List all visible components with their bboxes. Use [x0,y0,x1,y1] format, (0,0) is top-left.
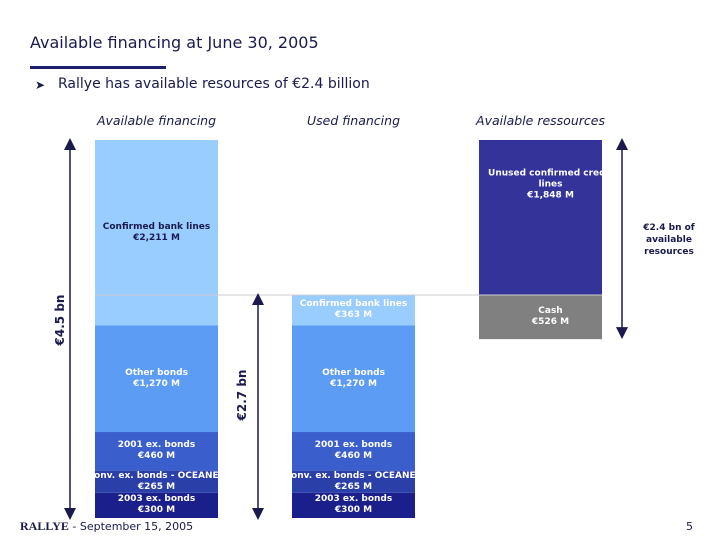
footer: RALLYE - September 15, 2005 [20,519,193,534]
segment-name: 2001 ex. bonds [314,440,393,451]
segment-name: Other bonds [125,367,188,378]
segment-label: Confirmed bank lines €2,211 M [85,222,228,244]
segment [292,492,415,518]
column-header: Used financing [306,113,401,128]
segment-label: Cash €526 M [479,306,622,328]
segment [292,295,415,326]
column-header: Available financing [96,113,217,128]
segment-label: 2003 ex. bonds €300 M [282,494,425,516]
segment [95,325,218,433]
segment-value: €1,270 M [133,378,180,389]
segment [95,492,218,518]
segment-label: 2001 ex. bonds €460 M [282,440,425,462]
title-rule [30,66,166,69]
footer-brand: RALLYE [20,519,69,533]
segment-label: 2003 ex. bonds €300 M [85,494,228,516]
segment-label: Other bonds €1,270 M [282,368,425,390]
segment-label: Unused confirmed credit lines €1,848 M [479,169,622,202]
segment-name: Conv. ex. bonds - OCEANE - [284,470,423,481]
segment-name: Confirmed bank lines [102,221,211,232]
footer-date: - September 15, 2005 [72,520,194,533]
segment [292,325,415,433]
segment-name: 2003 ex. bonds [117,494,196,505]
segment-value: €1,848 M [527,190,574,201]
segment-value: €300 M [334,505,373,516]
annotation: €2.4 bn of available resources [638,222,700,258]
segment-value: €460 M [334,451,373,462]
segment-name: Unused confirmed credit lines [488,168,613,190]
segment [95,470,218,493]
annotation: €4.5 bn [53,295,67,347]
segment [95,432,218,471]
bullet-text: Rallye has available resources of €2.4 b… [58,76,370,92]
page-number: 5 [686,520,693,533]
segment-value: €265 M [334,481,373,492]
slide-title: Available financing at June 30, 2005 [30,33,319,52]
segment-value: €526 M [531,317,570,328]
bullet-marker: ➤ [35,78,46,92]
segment-label: Confirmed bank lines €363 M [282,299,425,321]
segment-value: €363 M [334,310,373,321]
segment-label: Conv. ex. bonds - OCEANE - €265 M [282,471,425,493]
segment-value: €300 M [137,505,176,516]
segment-name: Confirmed bank lines [299,299,408,310]
segment-label: Conv. ex. bonds - OCEANE - €265 M [85,471,228,493]
segment-value: €265 M [137,481,176,492]
segment-label: 2001 ex. bonds €460 M [85,440,228,462]
segment [479,140,602,296]
segment-name: Other bonds [322,367,385,378]
segment-label: Other bonds €1,270 M [85,368,228,390]
column-header: Available ressources [476,113,605,128]
segment-value: €2,211 M [133,232,180,243]
segment-name: 2001 ex. bonds [117,440,196,451]
segment [292,470,415,493]
annotation: €2.7 bn [235,370,249,422]
segment [292,432,415,471]
segment-name: 2003 ex. bonds [314,494,393,505]
segment-name: Cash [538,306,563,317]
segment [479,295,602,340]
segment-value: €460 M [137,451,176,462]
segment-value: €1,270 M [330,378,377,389]
segment-name: Conv. ex. bonds - OCEANE - [87,470,226,481]
